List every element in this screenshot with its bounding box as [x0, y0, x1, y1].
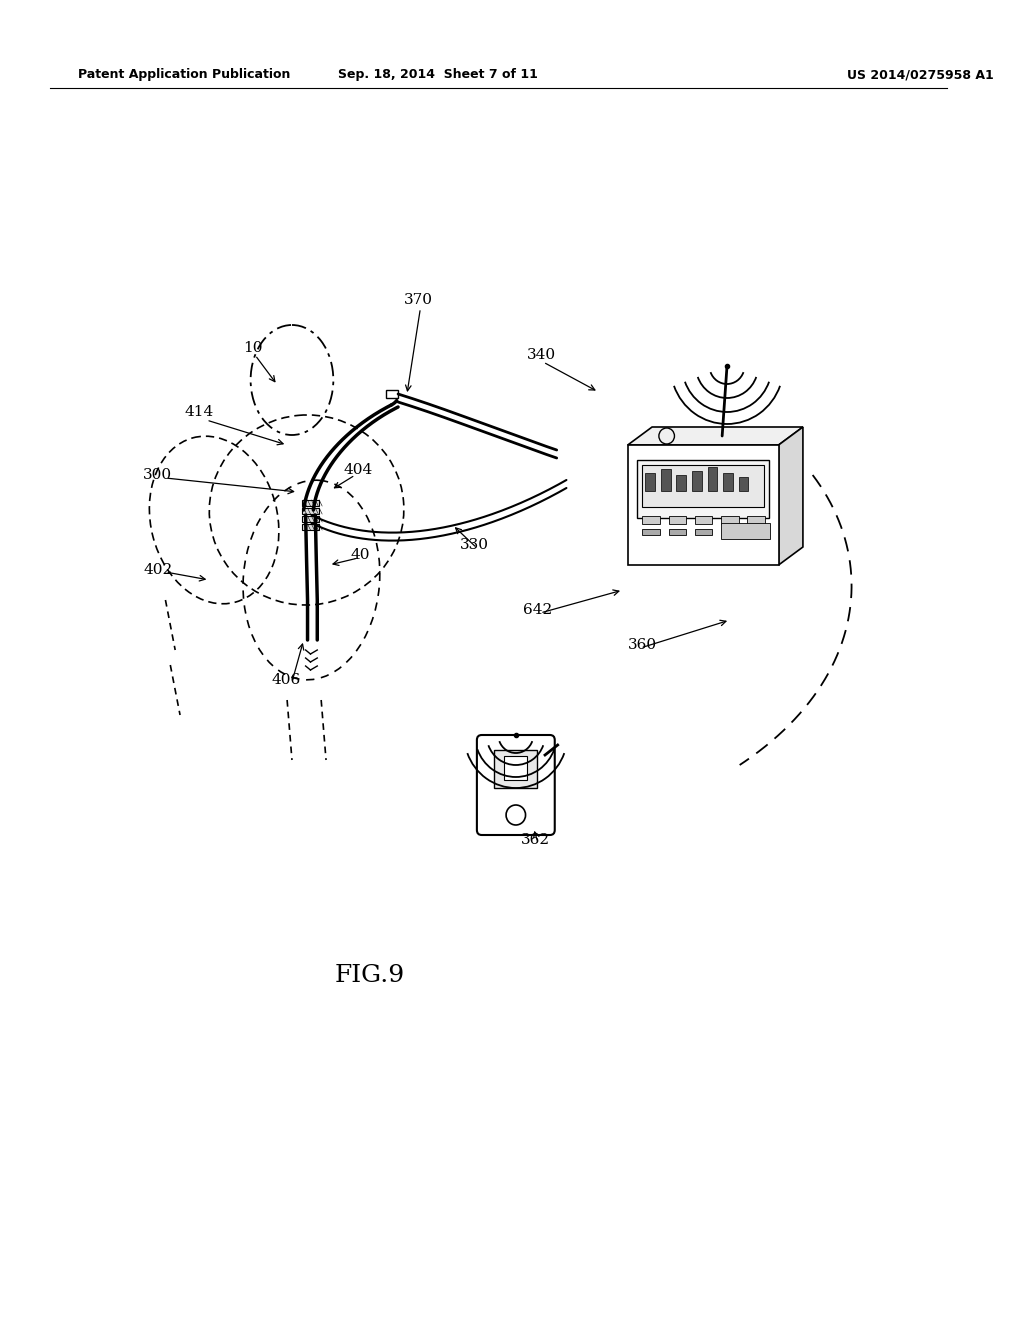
- Text: 642: 642: [522, 603, 552, 616]
- Bar: [302, 508, 319, 513]
- Bar: [669, 529, 686, 535]
- Bar: [504, 756, 527, 780]
- Text: 414: 414: [185, 405, 214, 418]
- Text: 370: 370: [404, 293, 433, 308]
- Text: 330: 330: [460, 539, 488, 552]
- Bar: [692, 471, 701, 491]
- Text: FIG.9: FIG.9: [335, 964, 404, 986]
- Bar: [748, 516, 765, 524]
- Bar: [721, 516, 738, 524]
- Bar: [669, 516, 686, 524]
- Text: 40: 40: [350, 548, 370, 562]
- Bar: [642, 529, 659, 535]
- Text: 404: 404: [343, 463, 373, 477]
- Text: 300: 300: [143, 469, 172, 482]
- Text: 10: 10: [244, 341, 263, 355]
- Text: 340: 340: [526, 348, 556, 362]
- Bar: [738, 477, 749, 491]
- Bar: [628, 445, 778, 565]
- Bar: [660, 469, 671, 491]
- Bar: [302, 524, 319, 531]
- Text: Sep. 18, 2014  Sheet 7 of 11: Sep. 18, 2014 Sheet 7 of 11: [338, 69, 538, 81]
- FancyBboxPatch shape: [477, 735, 555, 836]
- Polygon shape: [778, 426, 803, 565]
- Bar: [495, 750, 538, 788]
- Bar: [721, 523, 770, 539]
- Bar: [723, 473, 733, 491]
- Polygon shape: [628, 426, 803, 445]
- Text: 402: 402: [143, 564, 172, 577]
- Text: 406: 406: [271, 673, 301, 686]
- Bar: [302, 516, 319, 521]
- Bar: [708, 467, 717, 491]
- Bar: [638, 459, 769, 517]
- Text: 360: 360: [628, 638, 657, 652]
- Bar: [302, 500, 319, 506]
- Bar: [695, 516, 713, 524]
- Bar: [642, 465, 764, 507]
- Bar: [677, 475, 686, 491]
- Bar: [695, 529, 713, 535]
- Bar: [645, 473, 655, 491]
- Bar: [386, 389, 398, 399]
- Bar: [642, 516, 659, 524]
- Text: 362: 362: [521, 833, 550, 847]
- Text: Patent Application Publication: Patent Application Publication: [78, 69, 290, 81]
- Text: US 2014/0275958 A1: US 2014/0275958 A1: [847, 69, 993, 81]
